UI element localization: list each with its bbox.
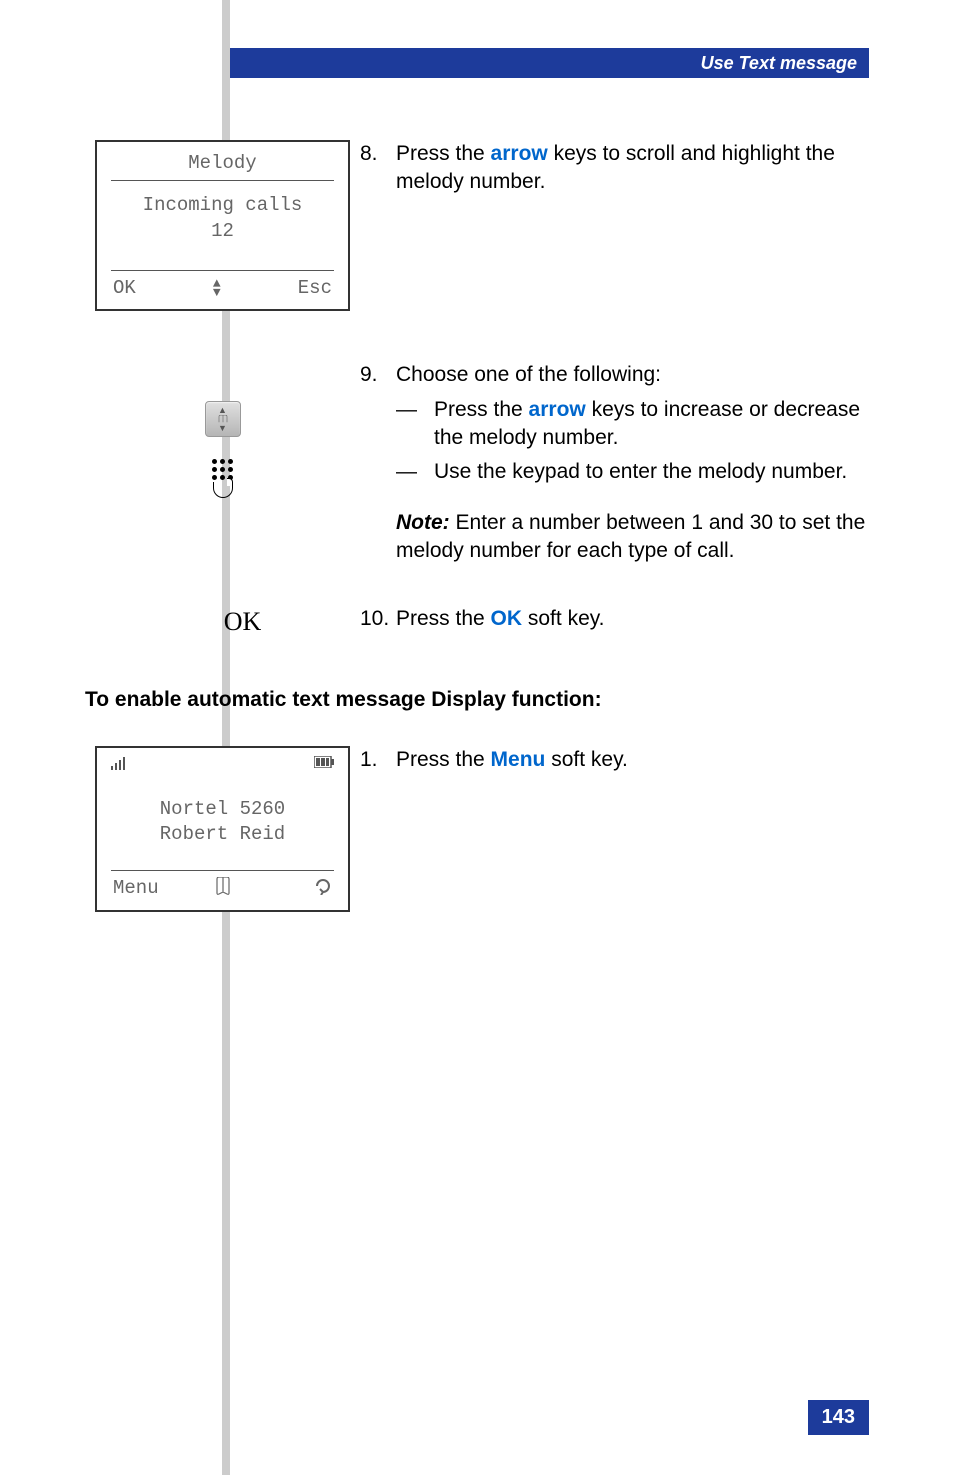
dash-icon: — (396, 396, 434, 453)
header-title: Use Text message (701, 53, 857, 74)
step1-highlight: Menu (491, 748, 546, 771)
ok-label: OK (85, 607, 360, 637)
rocker-button-icon: ▲ ▼ (205, 401, 241, 437)
screen2-line1: Nortel 5260 (160, 798, 285, 820)
step9-intro: Choose one of the following: (396, 361, 869, 389)
step-8-left: Melody Incoming calls 12 OK ▲▼ Esc (85, 140, 360, 311)
step10-highlight: OK (491, 607, 523, 630)
screen1-body: Incoming calls 12 (97, 183, 348, 270)
step9-note: Note: Enter a number between 1 and 30 to… (360, 509, 869, 566)
screen2-body: Nortel 5260 Robert Reid (97, 777, 348, 870)
step9-bullet2: — Use the keypad to enter the melody num… (360, 458, 869, 486)
step-9-text: 9. Choose one of the following: — Press … (360, 361, 869, 565)
step9-b1-highlight: arrow (529, 398, 586, 421)
step9-number: 9. (360, 361, 396, 389)
screen1-line1: Incoming calls (143, 194, 303, 216)
contacts-icon (186, 877, 259, 900)
redial-icon (259, 877, 332, 900)
step-1-text: 1. Press the Menu soft key. (360, 746, 869, 912)
step-10-row: OK 10. Press the OK soft key. (85, 605, 869, 637)
step1-number: 1. (360, 746, 396, 774)
header-bar: Use Text message (230, 48, 869, 78)
battery-icon (314, 756, 334, 775)
screen2-line2: Robert Reid (160, 823, 285, 845)
phone-screen-melody: Melody Incoming calls 12 OK ▲▼ Esc (95, 140, 350, 311)
step-10-left: OK (85, 605, 360, 637)
step-9-left: ▲ ▼ (85, 361, 360, 565)
step10-text: Press the OK soft key. (396, 605, 869, 633)
step-10-text: 10. Press the OK soft key. (360, 605, 869, 637)
step-9-row: ▲ ▼ 9. Choose one of the following: — (85, 361, 869, 565)
step10-pre: Press the (396, 607, 491, 630)
screen1-title: Melody (111, 152, 334, 181)
step10-number: 10. (360, 605, 396, 633)
step-8-text: 8. Press the arrow keys to scroll and hi… (360, 140, 869, 311)
step9-bullet1: — Press the arrow keys to increase or de… (360, 396, 869, 453)
screen1-soft-left: OK (113, 277, 136, 299)
page-number: 143 (808, 1400, 869, 1435)
screen2-soft-left: Menu (113, 877, 186, 899)
screen1-soft-right: Esc (298, 277, 332, 299)
dash-icon: — (396, 458, 434, 486)
section-heading: To enable automatic text message Display… (85, 688, 869, 712)
up-down-arrows-icon: ▲▼ (213, 279, 221, 297)
note-label: Note: (396, 511, 450, 534)
step1-pre: Press the (396, 748, 491, 771)
page-content: Melody Incoming calls 12 OK ▲▼ Esc 8. (85, 140, 869, 952)
step8-number: 8. (360, 140, 396, 197)
step10-post: soft key. (522, 607, 604, 630)
screen1-line2: 12 (211, 220, 234, 242)
step8-pre: Press the (396, 142, 491, 165)
phone-screen-idle: Nortel 5260 Robert Reid Menu (95, 746, 350, 912)
step9-b2-text: Use the keypad to enter the melody numbe… (434, 458, 869, 486)
step1-post: soft key. (545, 748, 627, 771)
step-1-row: Nortel 5260 Robert Reid Menu 1. (85, 746, 869, 912)
step8-highlight: arrow (491, 142, 548, 165)
step-1-left: Nortel 5260 Robert Reid Menu (85, 746, 360, 912)
screen2-status (97, 748, 348, 777)
note-text: Enter a number between 1 and 30 to set t… (396, 511, 865, 562)
step9-b1-pre: Press the (434, 398, 529, 421)
signal-icon (111, 756, 127, 775)
step9-b1-text: Press the arrow keys to increase or decr… (434, 396, 869, 453)
step-8-row: Melody Incoming calls 12 OK ▲▼ Esc 8. (85, 140, 869, 311)
keypad-icon (208, 459, 238, 498)
screen2-footer: Menu (97, 871, 348, 910)
step1-text: Press the Menu soft key. (396, 746, 869, 774)
step8-text: Press the arrow keys to scroll and highl… (396, 140, 869, 197)
screen1-footer: OK ▲▼ Esc (97, 271, 348, 309)
